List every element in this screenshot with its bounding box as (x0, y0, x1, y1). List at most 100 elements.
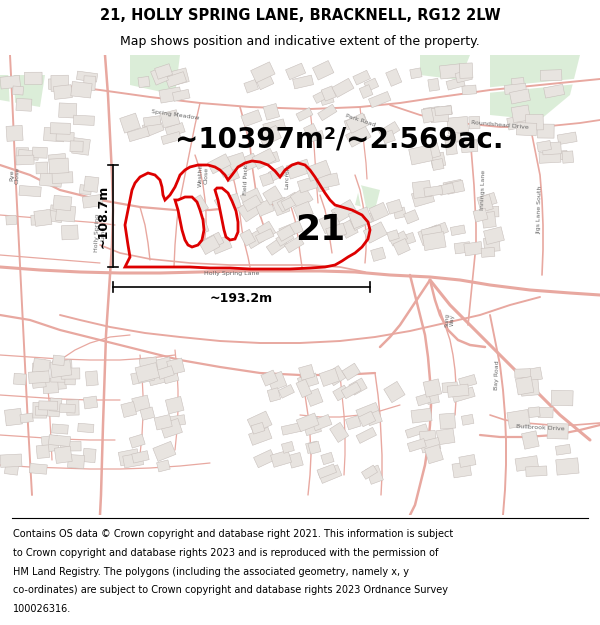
Bar (305, 160, 331, 181)
Text: Map shows position and indicative extent of the property.: Map shows position and indicative extent… (120, 35, 480, 48)
Bar (49, 154, 66, 164)
Bar (556, 444, 571, 455)
Polygon shape (175, 197, 204, 247)
Bar (41, 435, 59, 452)
Bar (320, 93, 334, 106)
Bar (263, 119, 286, 134)
Polygon shape (215, 188, 238, 240)
Bar (121, 401, 137, 418)
Bar (199, 235, 220, 254)
Bar (165, 122, 185, 138)
Bar (256, 199, 274, 216)
Bar (455, 70, 472, 82)
Bar (32, 363, 47, 376)
Bar (49, 79, 61, 89)
Bar (138, 76, 150, 88)
Bar (16, 98, 32, 111)
Bar (542, 142, 562, 155)
Bar (296, 413, 319, 432)
Bar (313, 61, 334, 80)
Bar (29, 464, 47, 474)
Bar (44, 381, 67, 390)
Bar (261, 370, 278, 386)
Bar (365, 409, 382, 426)
Bar (421, 108, 434, 123)
Bar (379, 121, 400, 140)
Bar (123, 452, 144, 468)
Bar (82, 194, 103, 208)
Bar (272, 197, 290, 216)
Bar (452, 387, 475, 402)
Bar (562, 151, 574, 163)
Bar (44, 127, 65, 142)
Bar (411, 408, 432, 423)
Bar (358, 411, 376, 427)
Bar (538, 124, 554, 138)
Bar (83, 448, 96, 462)
Bar (6, 215, 17, 225)
Bar (387, 230, 400, 241)
Bar (16, 155, 34, 165)
Bar (279, 221, 303, 239)
Bar (361, 465, 377, 479)
Bar (481, 248, 495, 258)
Bar (319, 368, 340, 386)
Bar (263, 151, 280, 165)
Bar (331, 199, 357, 222)
Bar (52, 424, 68, 434)
Bar (382, 130, 395, 144)
Bar (226, 152, 247, 171)
Bar (220, 193, 241, 212)
Bar (318, 173, 340, 189)
Bar (418, 225, 442, 246)
Bar (277, 225, 295, 241)
Bar (439, 183, 455, 195)
Bar (256, 229, 274, 243)
Bar (538, 408, 553, 418)
Bar (161, 366, 179, 384)
Bar (356, 402, 379, 418)
Bar (152, 357, 173, 374)
Bar (384, 381, 405, 402)
Bar (53, 360, 72, 374)
Bar (544, 84, 565, 98)
Bar (504, 83, 527, 94)
Text: Rye
Close: Rye Close (10, 166, 20, 184)
Bar (0, 75, 20, 89)
Bar (451, 225, 466, 236)
Bar (315, 174, 329, 192)
Bar (160, 110, 180, 128)
Bar (484, 227, 505, 244)
Bar (167, 358, 185, 375)
Bar (59, 404, 76, 413)
Bar (461, 140, 478, 152)
Bar (410, 68, 422, 79)
Bar (428, 78, 440, 91)
Bar (556, 458, 579, 475)
Bar (240, 188, 263, 210)
Text: Roundshead Drive: Roundshead Drive (471, 120, 529, 130)
Bar (286, 159, 311, 179)
Bar (430, 152, 446, 168)
Bar (353, 70, 371, 85)
Bar (319, 213, 341, 234)
Text: to Crown copyright and database rights 2023 and is reproduced with the permissio: to Crown copyright and database rights 2… (13, 548, 439, 558)
Bar (68, 454, 85, 469)
Bar (419, 431, 436, 444)
Bar (302, 416, 322, 436)
Bar (407, 439, 427, 452)
Text: 21: 21 (295, 213, 345, 247)
Text: Sung
Way: Sung Way (445, 313, 455, 327)
Bar (447, 384, 469, 398)
Bar (61, 368, 80, 379)
Bar (50, 205, 63, 221)
Text: Bullbrook Drive: Bullbrook Drive (515, 424, 565, 432)
Bar (6, 126, 23, 141)
Bar (77, 423, 94, 432)
Bar (139, 357, 158, 371)
Bar (430, 107, 449, 122)
Bar (244, 79, 259, 93)
Bar (409, 145, 433, 165)
Bar (13, 86, 23, 95)
Bar (267, 371, 287, 391)
